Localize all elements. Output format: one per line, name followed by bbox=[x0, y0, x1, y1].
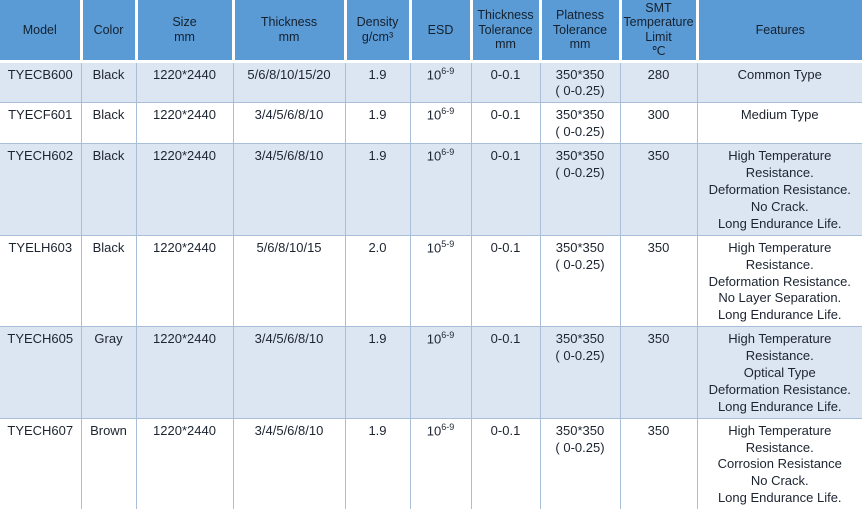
cell-model: TYECH602 bbox=[0, 143, 82, 236]
table-row: TYECH602 Black 1220*2440 3/4/5/6/8/10 1.… bbox=[0, 143, 862, 236]
cell-platness-tolerance: 350*350 ( 0-0.25) bbox=[539, 417, 621, 509]
table-row: TYECB600 Black 1220*2440 5/6/8/10/15/20 … bbox=[0, 60, 862, 104]
esd-base: 10 bbox=[426, 148, 442, 164]
cell-smt-temperature-limit: 350 bbox=[619, 417, 698, 509]
col-header-platness-tolerance: Platness Tolerance mm bbox=[538, 0, 622, 63]
cell-model: TYECH607 bbox=[0, 417, 82, 509]
table-header: Model Color Size mm Thickness mm Density… bbox=[0, 0, 862, 63]
esd-base: 10 bbox=[426, 331, 442, 347]
table-row: TYECH607 Brown 1220*2440 3/4/5/6/8/10 1.… bbox=[0, 417, 862, 509]
table-row: TYELH603 Black 1220*2440 5/6/8/10/15 2.0… bbox=[0, 234, 862, 328]
table-body: TYECB600 Black 1220*2440 5/6/8/10/15/20 … bbox=[0, 60, 862, 509]
esd-base: 10 bbox=[426, 422, 442, 438]
cell-platness-tolerance: 350*350 ( 0-0.25) bbox=[539, 326, 621, 419]
cell-color: Black bbox=[80, 143, 137, 236]
cell-thickness: 3/4/5/6/8/10 bbox=[232, 326, 346, 419]
cell-platness-tolerance: 350*350 ( 0-0.25) bbox=[539, 143, 621, 236]
cell-density: 1.9 bbox=[344, 326, 411, 419]
esd-exponent: 6-9 bbox=[441, 147, 455, 158]
cell-esd: 106-9 bbox=[409, 143, 472, 236]
esd-exponent: 6-9 bbox=[441, 65, 455, 76]
cell-color: Gray bbox=[80, 326, 137, 419]
cell-thickness: 5/6/8/10/15/20 bbox=[232, 60, 346, 104]
esd-base: 10 bbox=[426, 107, 442, 123]
col-header-thickness: Thickness mm bbox=[231, 0, 347, 63]
col-header-color: Color bbox=[79, 0, 138, 63]
cell-esd: 106-9 bbox=[409, 60, 472, 104]
cell-color: Black bbox=[80, 234, 137, 328]
cell-smt-temperature-limit: 300 bbox=[619, 102, 698, 145]
cell-features: High Temperature Resistance. Deformation… bbox=[696, 143, 862, 236]
cell-thickness-tolerance: 0-0.1 bbox=[470, 326, 541, 419]
col-header-smt-temperature-limit: SMT Temperature Limit ℃ bbox=[618, 0, 699, 63]
cell-thickness-tolerance: 0-0.1 bbox=[470, 417, 541, 509]
cell-density: 2.0 bbox=[344, 234, 411, 328]
cell-smt-temperature-limit: 350 bbox=[619, 326, 698, 419]
col-header-thickness-tolerance: Thickness Tolerance mm bbox=[469, 0, 542, 63]
cell-size: 1220*2440 bbox=[135, 102, 234, 145]
cell-model: TYECB600 bbox=[0, 60, 82, 104]
cell-size: 1220*2440 bbox=[135, 234, 234, 328]
cell-density: 1.9 bbox=[344, 417, 411, 509]
cell-features: Common Type bbox=[696, 60, 862, 104]
cell-platness-tolerance: 350*350 ( 0-0.25) bbox=[539, 102, 621, 145]
col-header-size: Size mm bbox=[134, 0, 235, 63]
table-row: TYECH605 Gray 1220*2440 3/4/5/6/8/10 1.9… bbox=[0, 326, 862, 419]
table-row: TYECF601 Black 1220*2440 3/4/5/6/8/10 1.… bbox=[0, 102, 862, 145]
cell-features: High Temperature Resistance. Deformation… bbox=[696, 234, 862, 328]
cell-esd: 106-9 bbox=[409, 102, 472, 145]
cell-color: Black bbox=[80, 102, 137, 145]
cell-model: TYECH605 bbox=[0, 326, 82, 419]
cell-density: 1.9 bbox=[344, 60, 411, 104]
cell-size: 1220*2440 bbox=[135, 143, 234, 236]
cell-esd: 106-9 bbox=[409, 326, 472, 419]
cell-thickness-tolerance: 0-0.1 bbox=[470, 234, 541, 328]
cell-esd: 105-9 bbox=[409, 234, 472, 328]
cell-size: 1220*2440 bbox=[135, 326, 234, 419]
cell-features: High Temperature Resistance. Optical Typ… bbox=[696, 326, 862, 419]
esd-exponent: 5-9 bbox=[441, 238, 455, 249]
cell-thickness: 3/4/5/6/8/10 bbox=[232, 143, 346, 236]
cell-thickness-tolerance: 0-0.1 bbox=[470, 102, 541, 145]
cell-size: 1220*2440 bbox=[135, 417, 234, 509]
cell-thickness-tolerance: 0-0.1 bbox=[470, 143, 541, 236]
cell-thickness: 3/4/5/6/8/10 bbox=[232, 102, 346, 145]
cell-platness-tolerance: 350*350 ( 0-0.25) bbox=[539, 234, 621, 328]
header-row: Model Color Size mm Thickness mm Density… bbox=[0, 0, 862, 63]
cell-smt-temperature-limit: 350 bbox=[619, 143, 698, 236]
cell-color: Brown bbox=[80, 417, 137, 509]
cell-density: 1.9 bbox=[344, 102, 411, 145]
col-header-density: Density g/cm³ bbox=[343, 0, 412, 63]
col-header-esd: ESD bbox=[408, 0, 473, 63]
cell-features: Medium Type bbox=[696, 102, 862, 145]
cell-platness-tolerance: 350*350 ( 0-0.25) bbox=[539, 60, 621, 104]
esd-base: 10 bbox=[426, 240, 442, 256]
cell-thickness: 3/4/5/6/8/10 bbox=[232, 417, 346, 509]
cell-thickness-tolerance: 0-0.1 bbox=[470, 60, 541, 104]
cell-model: TYECF601 bbox=[0, 102, 82, 145]
esd-exponent: 6-9 bbox=[441, 330, 455, 341]
col-header-features: Features bbox=[695, 0, 862, 63]
cell-thickness: 5/6/8/10/15 bbox=[232, 234, 346, 328]
esd-exponent: 6-9 bbox=[441, 106, 455, 117]
cell-esd: 106-9 bbox=[409, 417, 472, 509]
esd-base: 10 bbox=[426, 66, 442, 82]
cell-color: Black bbox=[80, 60, 137, 104]
cell-smt-temperature-limit: 350 bbox=[619, 234, 698, 328]
cell-features: High Temperature Resistance. Corrosion R… bbox=[696, 417, 862, 509]
cell-model: TYELH603 bbox=[0, 234, 82, 328]
col-header-model: Model bbox=[0, 0, 83, 63]
cell-smt-temperature-limit: 280 bbox=[619, 60, 698, 104]
cell-density: 1.9 bbox=[344, 143, 411, 236]
cell-size: 1220*2440 bbox=[135, 60, 234, 104]
esd-exponent: 6-9 bbox=[441, 421, 455, 432]
